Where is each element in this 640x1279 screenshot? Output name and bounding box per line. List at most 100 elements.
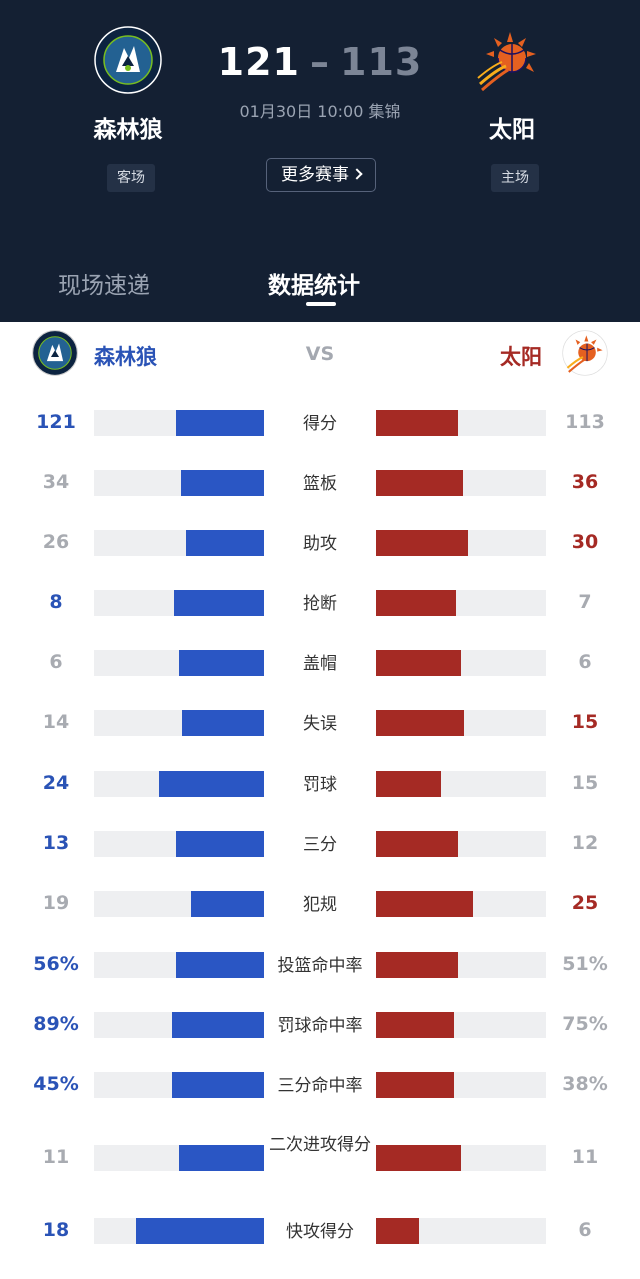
left-stat-track [94, 1012, 264, 1038]
right-stat-bar [376, 410, 458, 436]
right-stat-track [376, 1145, 546, 1171]
tab-stats[interactable]: 数据统计 [268, 273, 360, 299]
right-stat-track [376, 410, 546, 436]
right-stat-bar [376, 1145, 461, 1171]
right-stat-track [376, 831, 546, 857]
left-stat-value: 34 [42, 471, 70, 493]
left-stat-track [94, 650, 264, 676]
suns-logo-icon[interactable] [476, 26, 544, 94]
left-stat-bar [172, 1012, 264, 1038]
stat-row: 89% 罚球命中率 75% [0, 1000, 640, 1050]
stat-label: 三分命中率 [277, 1076, 363, 1096]
stat-label: 助攻 [303, 534, 337, 554]
left-stat-track [94, 410, 264, 436]
left-stat-value: 13 [42, 832, 70, 854]
stat-row: 56% 投篮命中率 51% [0, 940, 640, 990]
left-stat-bar [172, 1072, 264, 1098]
stat-label: 三分 [303, 835, 337, 855]
right-stat-track [376, 1218, 546, 1244]
right-stat-bar [376, 891, 473, 917]
left-stat-track [94, 590, 264, 616]
right-stat-value: 113 [565, 411, 605, 433]
stat-label: 抢断 [303, 594, 337, 614]
left-team-name: 森林狼 [94, 345, 157, 369]
right-stat-bar [376, 831, 458, 857]
left-stat-track [94, 891, 264, 917]
left-stat-track [94, 1218, 264, 1244]
right-stat-value: 6 [578, 1219, 592, 1241]
left-stat-track [94, 1145, 264, 1171]
right-stat-value: 15 [571, 772, 599, 794]
right-stat-value: 7 [578, 591, 592, 613]
left-stat-bar [179, 1145, 264, 1171]
right-stat-bar [376, 470, 463, 496]
stat-label: 投篮命中率 [277, 956, 363, 976]
left-stat-track [94, 470, 264, 496]
tab-live[interactable]: 现场速递 [58, 273, 150, 299]
right-stat-track [376, 650, 546, 676]
stat-row: 26 助攻 30 [0, 518, 640, 568]
stat-label: 篮板 [303, 474, 337, 494]
right-stat-value: 38% [562, 1073, 608, 1095]
away-side-tag: 主场 [491, 164, 539, 192]
left-stat-value: 11 [42, 1146, 70, 1168]
left-stat-value: 26 [42, 531, 70, 553]
chevron-right-icon [351, 168, 363, 180]
home-score: 121 [217, 40, 300, 84]
home-team-name: 森林狼 [93, 117, 163, 143]
left-stat-value: 45% [33, 1073, 79, 1095]
right-stat-track [376, 771, 546, 797]
stat-row: 6 盖帽 6 [0, 638, 640, 688]
stat-row: 24 罚球 15 [0, 759, 640, 809]
right-stat-track [376, 530, 546, 556]
right-stat-bar [376, 530, 468, 556]
more-games-label: 更多赛事 [281, 165, 349, 185]
team-compare-bar [0, 322, 640, 384]
right-stat-value: 75% [562, 1013, 608, 1035]
stat-row: 121 得分 113 [0, 398, 640, 448]
home-side-tag: 客场 [107, 164, 155, 192]
stat-row: 13 三分 12 [0, 819, 640, 869]
left-stat-bar [159, 771, 264, 797]
stat-label: 罚球 [303, 775, 337, 795]
stat-row: 8 抢断 7 [0, 578, 640, 628]
vs-label: VS [305, 343, 335, 365]
timberwolves-logo-icon [32, 330, 78, 376]
timberwolves-logo-icon[interactable] [94, 26, 162, 94]
left-stat-bar [191, 891, 264, 917]
right-stat-track [376, 1012, 546, 1038]
stat-row: 11 二次进攻得分 11 [0, 1133, 640, 1183]
match-header: 森林狼 客场 121–113 01月30日 10:00 集锦 更多赛事 太阳 主… [0, 0, 640, 322]
stat-label: 快攻得分 [286, 1222, 354, 1242]
more-games-button[interactable]: 更多赛事 [266, 158, 376, 192]
left-stat-bar [181, 470, 264, 496]
stat-row: 18 快攻得分 6 [0, 1206, 640, 1256]
match-info: 01月30日 10:00 集锦 [239, 102, 401, 121]
left-stat-bar [179, 650, 264, 676]
left-stat-track [94, 1072, 264, 1098]
right-stat-bar [376, 590, 456, 616]
left-stat-value: 19 [42, 892, 70, 914]
left-stat-value: 8 [49, 591, 63, 613]
left-stat-track [94, 952, 264, 978]
right-stat-bar [376, 1012, 454, 1038]
right-stat-value: 25 [571, 892, 599, 914]
left-stat-bar [136, 1218, 264, 1244]
left-stat-track [94, 831, 264, 857]
stat-row: 45% 三分命中率 38% [0, 1060, 640, 1110]
left-stat-track [94, 530, 264, 556]
right-stat-bar [376, 710, 464, 736]
right-stat-track [376, 710, 546, 736]
right-stat-bar [376, 771, 441, 797]
stat-row: 14 失误 15 [0, 698, 640, 748]
right-stat-value: 6 [578, 651, 592, 673]
stat-row: 34 篮板 36 [0, 458, 640, 508]
right-stat-track [376, 952, 546, 978]
right-stat-bar [376, 1072, 454, 1098]
right-stat-track [376, 590, 546, 616]
left-stat-value: 18 [42, 1219, 70, 1241]
left-stat-bar [182, 710, 264, 736]
left-stat-bar [174, 590, 264, 616]
right-team-name: 太阳 [500, 345, 542, 369]
active-tab-indicator [306, 302, 336, 306]
